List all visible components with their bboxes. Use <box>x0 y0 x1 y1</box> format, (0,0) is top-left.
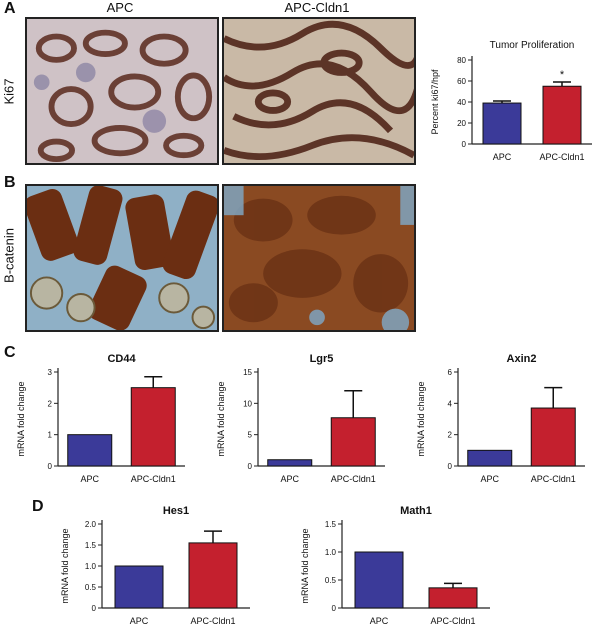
y-tick-label: 40 <box>457 98 466 107</box>
x-tick-label: APC <box>370 616 389 626</box>
y-tick-label: 3 <box>48 368 53 377</box>
bar-apc-cldn1 <box>530 407 576 467</box>
y-tick-label: 15 <box>243 368 252 377</box>
y-tick-label: 0 <box>92 604 97 613</box>
chart-title: Hes1 <box>163 505 189 517</box>
y-tick-label: 60 <box>457 77 466 86</box>
micrograph-bcatenin-apc <box>25 184 219 332</box>
bar-apc-cldn1 <box>130 387 176 467</box>
y-tick-label: 0 <box>332 604 337 613</box>
x-tick-label: APC <box>80 474 99 484</box>
chart-hes1: Hes1 mRNA fold change 0 0.5 1.0 1.5 2.0 APC APC-… <box>40 502 260 638</box>
y-tick-label: 1 <box>48 431 53 440</box>
x-tick-label: APC <box>280 474 299 484</box>
y-tick-label: 80 <box>457 56 466 65</box>
y-tick-label: 0 <box>248 462 253 471</box>
y-tick-label: 5 <box>248 431 253 440</box>
y-tick-label: 1.5 <box>325 520 337 529</box>
y-tick-label: 2.0 <box>85 520 97 529</box>
bar-apc <box>354 551 404 609</box>
y-axis-label: mRNA fold change <box>416 381 426 456</box>
y-tick-label: 1.5 <box>85 541 97 550</box>
y-tick-label: 0.5 <box>325 576 337 585</box>
micrograph-ki67-apc-cldn1 <box>222 17 416 165</box>
y-tick-label: 2 <box>48 399 53 408</box>
chart-title: Lgr5 <box>310 353 334 365</box>
y-axis-label: Percent ki67/hpf <box>430 69 440 135</box>
row-label-b-catenin: B-catenin <box>1 228 17 283</box>
chart-title: Axin2 <box>507 353 537 365</box>
x-tick-label: APC-Cldn1 <box>131 474 176 484</box>
chart-tumor-proliferation: Tumor Proliferation Percent ki67/hpf 0 20 40… <box>420 36 600 176</box>
panel-letter-d: D <box>32 498 44 515</box>
column-header-apc-cldn1: APC-Cldn1 <box>284 0 350 15</box>
bar-apc <box>67 434 113 467</box>
chart-svg: Lgr5 mRNA fold change 0 5 10 15 APC APC-Cldn1 <box>216 353 385 484</box>
chart-title: CD44 <box>107 353 136 365</box>
chart-svg: CD44 mRNA fold change 0 1 2 3 APC APC-Cldn1 <box>16 353 185 484</box>
chart-svg: Axin2 mRNA fold change 0 2 4 6 APC APC-Cldn1 <box>416 353 585 484</box>
bar-apc-cldn1 <box>330 417 376 467</box>
chart-title: Math1 <box>400 505 432 517</box>
y-tick-label: 0 <box>462 140 467 149</box>
panel-letter-b: B <box>4 174 16 191</box>
x-tick-label: APC-Cldn1 <box>539 152 584 162</box>
x-tick-label: APC-Cldn1 <box>331 474 376 484</box>
y-tick-label: 0 <box>48 462 53 471</box>
bar-apc-cldn1 <box>188 542 238 609</box>
chart-svg: Tumor Proliferation Percent ki67/hpf 0 20 40… <box>430 40 592 162</box>
bar-apc <box>114 565 164 609</box>
y-axis-label: mRNA fold change <box>216 381 226 456</box>
bar-apc <box>482 102 522 145</box>
panel-letter-c: C <box>4 344 16 361</box>
chart-cd44: CD44 mRNA fold change 0 1 2 3 APC APC-Cldn1 <box>0 350 195 500</box>
bar-apc-cldn1 <box>428 587 478 609</box>
row-label-ki67: Ki67 <box>1 78 17 105</box>
chart-svg: Hes1 mRNA fold change 0 0.5 1.0 1.5 2.0 APC APC-… <box>60 505 250 626</box>
y-tick-label: 0.5 <box>85 583 97 592</box>
significance-marker: * <box>560 69 565 81</box>
x-tick-label: APC-Cldn1 <box>190 616 235 626</box>
y-tick-label: 10 <box>243 399 252 408</box>
panel-letter-a: A <box>4 0 16 17</box>
x-tick-label: APC <box>480 474 499 484</box>
x-tick-label: APC-Cldn1 <box>531 474 576 484</box>
x-tick-label: APC <box>130 616 149 626</box>
y-tick-label: 1.0 <box>325 548 337 557</box>
chart-math1: Math1 mRNA fold change 0 0.5 1.0 1.5 APC APC-Cl… <box>280 502 500 638</box>
y-tick-label: 20 <box>457 119 466 128</box>
micrograph-ki67-apc <box>25 17 219 165</box>
y-tick-label: 1.0 <box>85 562 97 571</box>
y-tick-label: 4 <box>448 399 453 408</box>
x-tick-label: APC-Cldn1 <box>430 616 475 626</box>
bar-apc <box>267 459 313 467</box>
y-axis-label: mRNA fold change <box>60 528 70 603</box>
chart-lgr5: Lgr5 mRNA fold change 0 5 10 15 APC APC-Cldn1 <box>200 350 395 500</box>
bar-apc <box>467 449 513 467</box>
chart-title: Tumor Proliferation <box>490 40 575 51</box>
y-tick-label: 6 <box>448 368 453 377</box>
chart-svg: Math1 mRNA fold change 0 0.5 1.0 1.5 APC APC-Cl… <box>300 505 490 626</box>
column-header-apc: APC <box>106 0 134 15</box>
micrograph-bcatenin-apc-cldn1 <box>222 184 416 332</box>
y-axis-label: mRNA fold change <box>16 381 26 456</box>
bar-apc-cldn1 <box>542 85 582 145</box>
y-axis-label: mRNA fold change <box>300 528 310 603</box>
y-tick-label: 2 <box>448 431 453 440</box>
x-tick-label: APC <box>493 152 512 162</box>
chart-axin2: Axin2 mRNA fold change 0 2 4 6 APC APC-Cldn1 <box>400 350 595 500</box>
y-tick-label: 0 <box>448 462 453 471</box>
